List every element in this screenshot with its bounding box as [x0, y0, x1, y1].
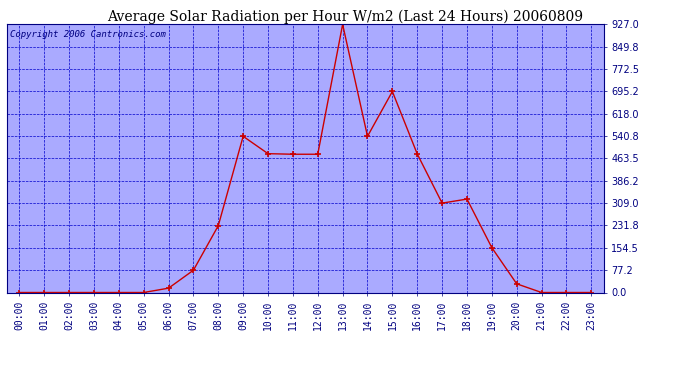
Text: Copyright 2006 Cantronics.com: Copyright 2006 Cantronics.com — [10, 30, 166, 39]
Text: Average Solar Radiation per Hour W/m2 (Last 24 Hours) 20060809: Average Solar Radiation per Hour W/m2 (L… — [107, 9, 583, 24]
